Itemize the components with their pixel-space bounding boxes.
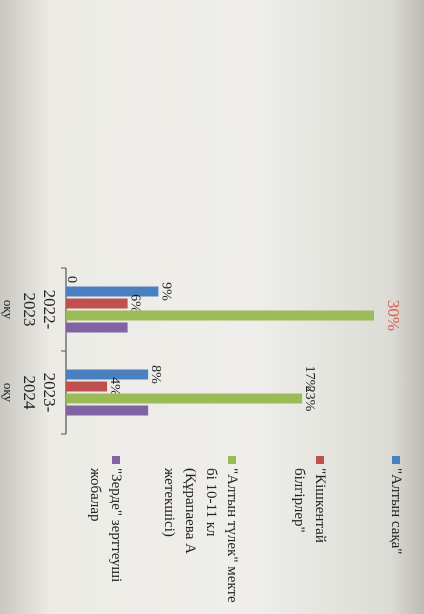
bar-4-2	[66, 405, 149, 416]
legend-label-4: "Зерде" зерттеуші	[108, 468, 124, 582]
extra-label-1: 17%	[302, 366, 317, 392]
legend-swatch-3	[228, 456, 236, 464]
legend-label-3: бі 10-11 кл	[203, 468, 219, 537]
data-label-2-1: 6%	[128, 294, 143, 313]
legend-label-3: (Құрапаева А	[182, 468, 198, 554]
data-label-2-2: 4%	[107, 377, 122, 396]
legend-swatch-2	[316, 456, 324, 464]
legend-swatch-1	[392, 456, 400, 464]
x-tick-label: 2024	[20, 376, 39, 411]
legend-swatch-4	[112, 456, 120, 464]
legend-label-3: жетекшісі)	[161, 467, 177, 537]
bar-3-2	[66, 393, 303, 404]
x-tick-label: оқу	[1, 300, 16, 320]
legend-label-4: жобалар	[87, 467, 103, 522]
legend-label-2: білгірлер"	[291, 468, 307, 533]
legend-label-3: "Алтын түлек" мекте	[224, 468, 240, 603]
x-tick-label: 2023	[20, 293, 39, 327]
data-label-3-1: 30%	[384, 300, 403, 331]
bar-2-1	[66, 298, 128, 309]
x-tick-label: 2022-	[40, 290, 59, 330]
data-label-3-2: 23%	[302, 386, 317, 412]
extra-label-2: 0	[64, 276, 79, 283]
legend-label-1: "Алтын сақа"	[388, 468, 404, 554]
legend-label-2: "Кішкентай	[312, 468, 328, 543]
data-label-1-1: 9%	[158, 282, 173, 301]
bar-2-2	[66, 381, 108, 392]
data-label-1-2: 8%	[148, 365, 163, 384]
bar-4-1	[66, 322, 128, 333]
bar-1-1	[65, 286, 159, 297]
bar-3-1	[66, 310, 374, 321]
bar-1-2	[66, 369, 149, 380]
x-tick-label: 2023-	[40, 373, 59, 413]
x-tick-label: оқу	[1, 383, 16, 403]
